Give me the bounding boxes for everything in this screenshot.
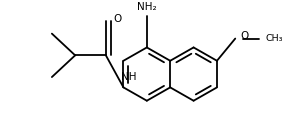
Text: O: O: [240, 31, 248, 41]
Text: O: O: [113, 14, 121, 24]
Text: CH₃: CH₃: [266, 34, 283, 43]
Text: NH₂: NH₂: [137, 2, 157, 12]
Text: NH: NH: [121, 72, 137, 82]
